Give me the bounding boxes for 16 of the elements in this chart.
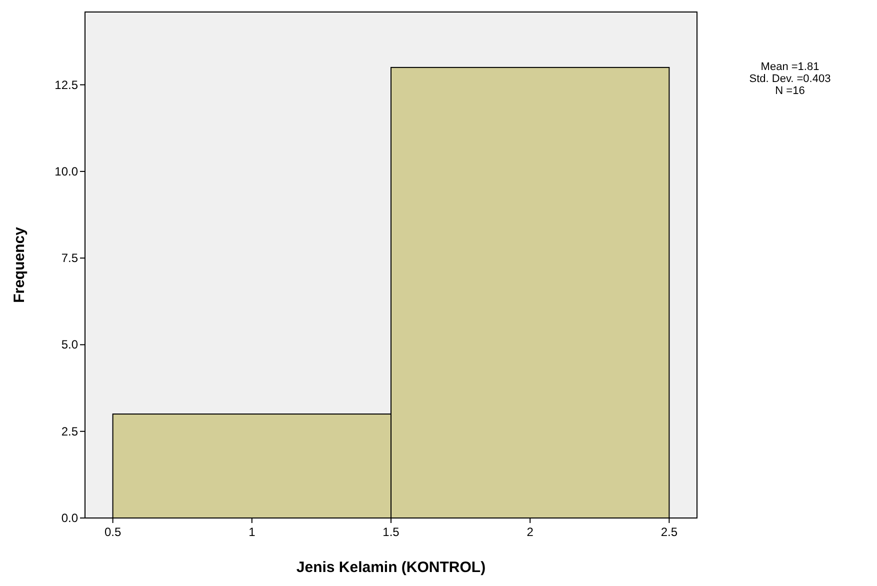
x-axis-title: Jenis Kelamin (KONTROL) <box>296 559 486 576</box>
x-tick-label: 2 <box>526 525 534 539</box>
y-tick-label: 10.0 <box>54 164 78 178</box>
y-tick-label: 0.0 <box>61 511 78 525</box>
y-tick-label: 5.0 <box>61 338 78 352</box>
y-tick-label: 12.5 <box>54 78 78 92</box>
y-axis-title: Frequency <box>11 226 28 303</box>
text: Std. Dev. =0.403 <box>749 73 831 85</box>
x-tick-label: 1.5 <box>382 525 400 539</box>
text: N =16 <box>775 85 805 97</box>
x-tick-label: 0.5 <box>104 525 122 539</box>
x-tick-label: 2.5 <box>660 525 678 539</box>
x-tick-label: 1 <box>248 525 256 539</box>
text: Mean =1.81 <box>760 61 820 73</box>
y-tick-label: 2.5 <box>61 424 78 438</box>
y-tick-label: 7.5 <box>61 251 78 266</box>
